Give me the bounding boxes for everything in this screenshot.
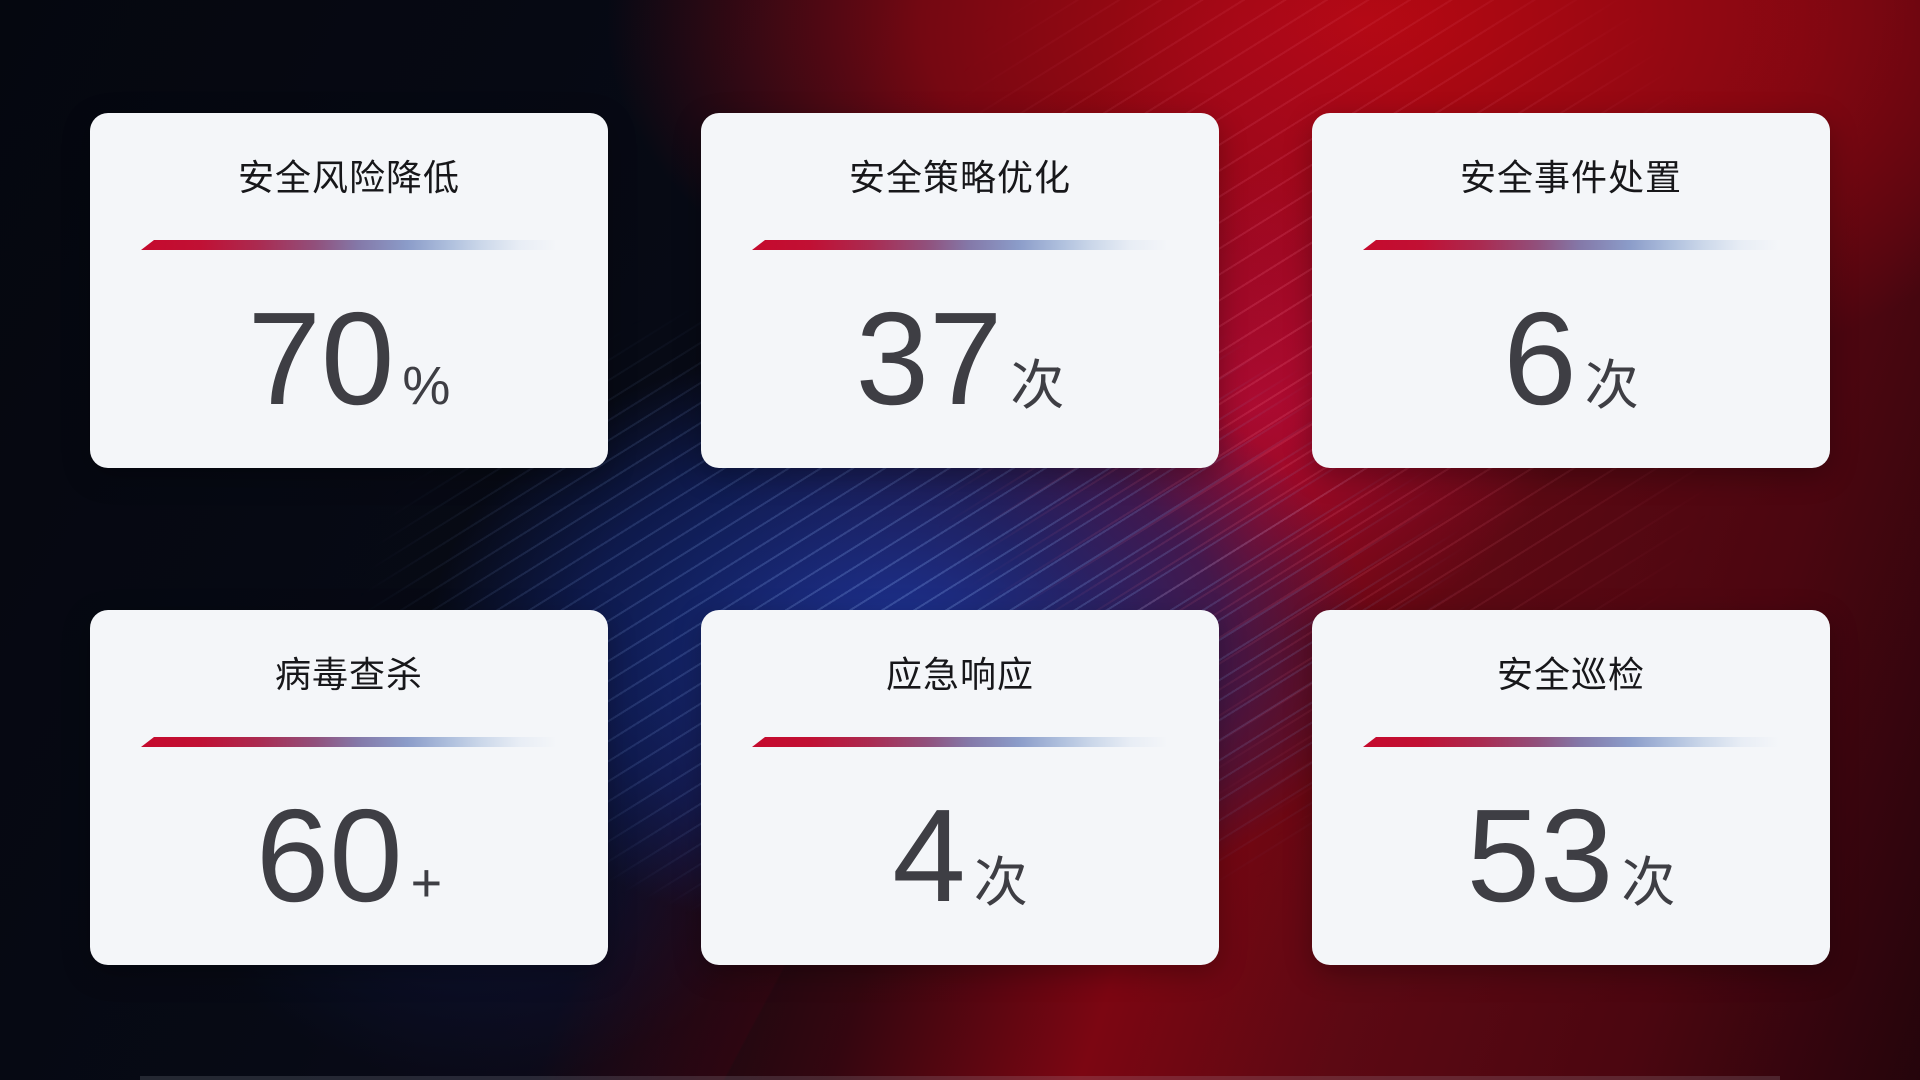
stat-value: 37 [855,285,1003,432]
stat-unit: + [410,853,443,913]
stat-value-row: 4 次 [892,790,1027,922]
stat-value: 6 [1503,285,1577,432]
stat-title: 病毒查杀 [274,654,423,695]
stat-value: 70 [247,285,395,432]
stat-title: 应急响应 [885,654,1034,695]
stat-card-security-incident-handling: 安全事件处置 6 次 [1312,113,1830,468]
stat-unit: 次 [973,853,1028,913]
stat-value-area: 70 % [90,250,608,468]
gradient-divider [752,737,1168,747]
stat-value-row: 37 次 [856,293,1065,425]
stat-unit: 次 [1010,356,1065,416]
stat-value-row: 70 % [248,293,451,425]
stat-value-row: 53 次 [1467,790,1676,922]
stat-unit: 次 [1621,853,1676,913]
stat-card-virus-scan: 病毒查杀 60 + [90,610,608,965]
gradient-divider [752,240,1168,250]
gradient-divider [1363,240,1779,250]
stat-value-row: 60 + [256,790,442,922]
stat-title: 安全巡检 [1496,654,1645,695]
gradient-divider [1363,737,1779,747]
stats-grid: 安全风险降低 70 % 安全策略优化 37 次 安全事件处置 [90,113,1830,965]
stat-card-security-policy-optimization: 安全策略优化 37 次 [701,113,1219,468]
stat-unit: 次 [1584,356,1639,416]
stat-card-security-inspection: 安全巡检 53 次 [1312,610,1830,965]
stat-value-area: 37 次 [701,250,1219,468]
stat-title: 安全事件处置 [1459,157,1682,198]
stat-value: 53 [1466,782,1614,929]
stat-value-area: 6 次 [1312,250,1830,468]
stat-title: 安全风险降低 [237,157,460,198]
stat-card-emergency-response: 应急响应 4 次 [701,610,1219,965]
gradient-divider [141,240,557,250]
stat-value: 60 [255,782,403,929]
stat-card-security-risk-reduction: 安全风险降低 70 % [90,113,608,468]
stat-value-area: 4 次 [701,747,1219,965]
stat-value-row: 6 次 [1503,293,1638,425]
stat-value: 4 [892,782,966,929]
stat-unit: % [402,356,451,416]
stat-value-area: 53 次 [1312,747,1830,965]
gradient-divider [141,737,557,747]
stat-value-area: 60 + [90,747,608,965]
bottom-edge-strip [140,1076,1780,1080]
stat-title: 安全策略优化 [848,157,1071,198]
